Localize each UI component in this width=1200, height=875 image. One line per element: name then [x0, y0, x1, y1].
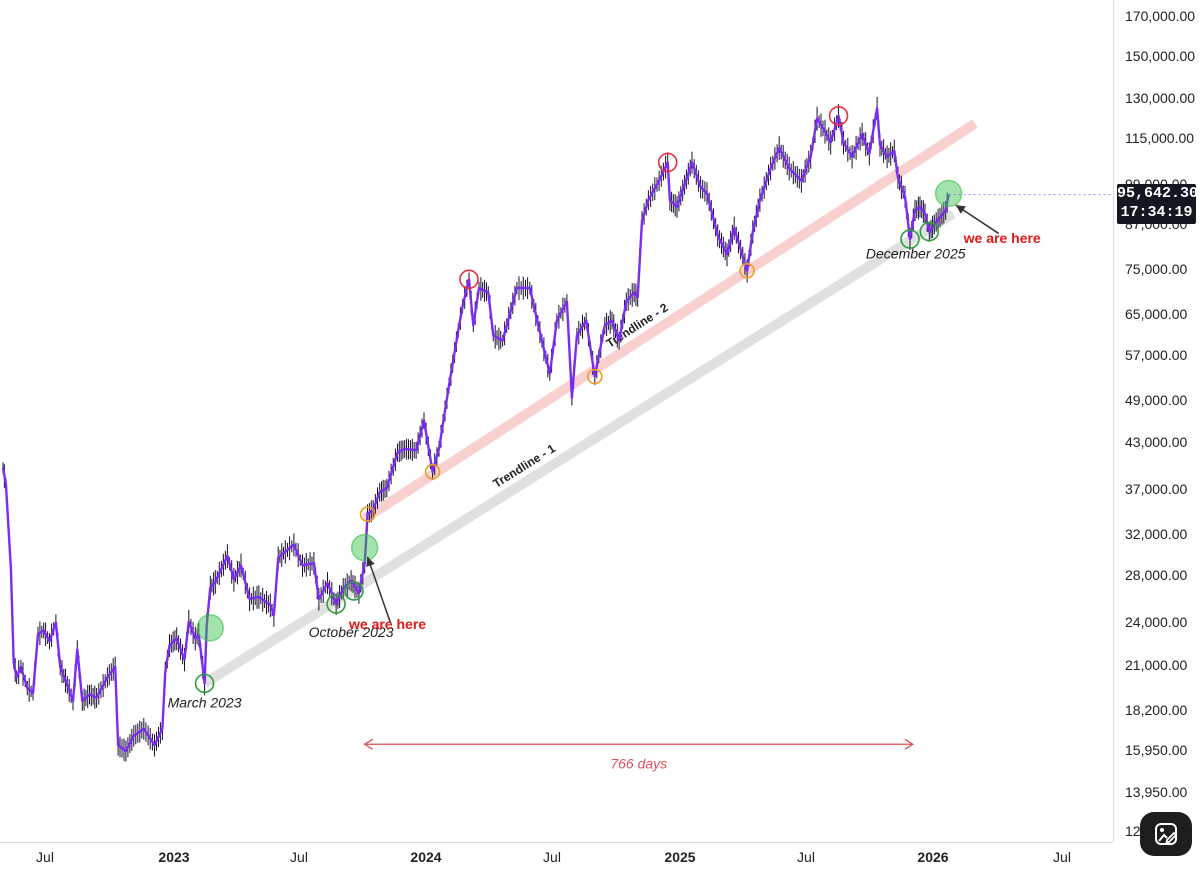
- peak-marker[interactable]: [828, 106, 849, 126]
- trendline-2-touch-marker[interactable]: [739, 263, 755, 279]
- peak-marker[interactable]: [459, 269, 479, 290]
- breakout-marker[interactable]: [196, 614, 225, 642]
- x-tick-label: 2025: [664, 849, 695, 865]
- date-range-arrow-right: [904, 738, 915, 750]
- y-tick-label: 150,000.00: [1125, 48, 1195, 64]
- support-touch-marker[interactable]: [194, 673, 215, 694]
- x-tick-label: Jul: [1053, 849, 1071, 865]
- support-touch-marker[interactable]: [344, 581, 364, 601]
- x-tick-label: 2026: [917, 849, 948, 865]
- x-tick-label: 2023: [158, 849, 189, 865]
- y-tick-label: 130,000.00: [1125, 90, 1195, 106]
- pointer-arrow-line: [366, 556, 392, 623]
- trendline-1-band[interactable]: [201, 209, 956, 688]
- y-tick-label: 170,000.00: [1125, 8, 1195, 24]
- y-tick-label: 24,000.00: [1125, 614, 1187, 630]
- x-tick-label: Jul: [543, 849, 561, 865]
- y-tick-label: 49,000.00: [1125, 392, 1187, 408]
- pointer-arrow-head: [955, 205, 966, 214]
- plot-area[interactable]: [0, 0, 1113, 842]
- trendline-2-touch-marker[interactable]: [359, 506, 376, 522]
- y-tick-label: 43,000.00: [1125, 434, 1187, 450]
- y-tick-label: 15,950.00: [1125, 742, 1187, 758]
- support-touch-marker[interactable]: [919, 221, 940, 242]
- y-tick-label: 65,000.00: [1125, 306, 1187, 322]
- y-tick-label: 32,000.00: [1125, 526, 1187, 542]
- y-tick-label: 18,200.00: [1125, 702, 1187, 718]
- date-annotation: October 2023: [309, 624, 394, 640]
- we-are-here-label: we are here: [963, 230, 1041, 246]
- date-range-label: 766 days: [610, 755, 667, 771]
- date-annotation: March 2023: [168, 695, 242, 711]
- x-tick-label: 2024: [410, 849, 441, 865]
- y-tick-label: 115,000.00: [1125, 130, 1194, 146]
- last-price-value: 95,642.30: [1117, 185, 1199, 202]
- edit-image-icon: [1155, 823, 1178, 845]
- peak-marker[interactable]: [657, 152, 678, 173]
- date-annotation: December 2025: [866, 246, 966, 262]
- price-series-line[interactable]: [1, 107, 950, 753]
- y-tick-label: 13,950.00: [1125, 784, 1187, 800]
- y-tick-label: 12: [1125, 823, 1141, 839]
- price-axis-panel[interactable]: [1113, 0, 1200, 870]
- we-are-here-label: we are here: [348, 616, 426, 632]
- x-tick-label: Jul: [797, 849, 815, 865]
- breakout-marker[interactable]: [350, 533, 379, 562]
- trendline-2-band[interactable]: [361, 119, 978, 523]
- last-price-badge: 95,642.30 17:34:19: [1117, 184, 1199, 224]
- y-tick-label: 57,000.00: [1125, 347, 1187, 363]
- edit-image-button[interactable]: [1140, 812, 1192, 856]
- candle-countdown: 17:34:19: [1120, 204, 1193, 221]
- support-touch-marker[interactable]: [326, 594, 346, 614]
- x-tick-label: Jul: [36, 849, 54, 865]
- y-tick-label: 28,000.00: [1125, 567, 1187, 583]
- date-range-arrow-left: [363, 738, 374, 750]
- trendline-2-touch-marker[interactable]: [587, 368, 603, 385]
- breakout-marker[interactable]: [934, 179, 963, 208]
- y-tick-label: 37,000.00: [1125, 481, 1187, 497]
- pointer-arrow-head: [366, 556, 375, 567]
- trendline-2-touch-marker[interactable]: [424, 463, 441, 480]
- support-touch-marker[interactable]: [900, 229, 920, 249]
- y-tick-label: 75,000.00: [1125, 261, 1187, 277]
- x-tick-label: Jul: [290, 849, 308, 865]
- y-tick-label: 21,000.00: [1125, 657, 1187, 673]
